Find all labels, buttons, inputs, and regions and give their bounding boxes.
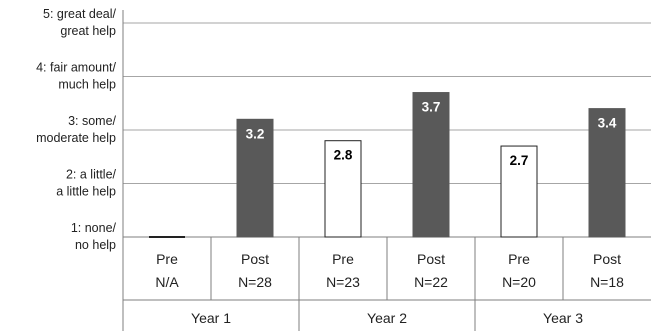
y-tick-label: much help <box>58 78 116 92</box>
data-label: 3.4 <box>598 116 617 131</box>
y-tick-label: great help <box>60 24 116 38</box>
x-tick-n-label: N/A <box>155 274 179 290</box>
x-tick-n-label: N=18 <box>590 274 624 290</box>
bar-post <box>412 92 450 238</box>
bar-post <box>236 118 274 238</box>
y-tick-label: 1: none/ <box>71 221 117 235</box>
x-tick-label: Pre <box>156 251 178 267</box>
group-label: Year 1 <box>191 310 231 326</box>
data-label: 3.7 <box>422 100 441 115</box>
y-tick-label: no help <box>75 238 116 252</box>
x-tick-n-label: N=20 <box>502 274 536 290</box>
x-tick-label: Post <box>241 251 269 267</box>
x-tick-label: Pre <box>508 251 530 267</box>
x-tick-n-label: N=28 <box>238 274 272 290</box>
bar-pre <box>324 140 362 238</box>
y-tick-label: 3: some/ <box>68 114 116 128</box>
y-tick-label: moderate help <box>36 131 116 145</box>
x-tick-label: Post <box>417 251 445 267</box>
data-label: 3.2 <box>246 126 265 141</box>
group-label: Year 3 <box>543 310 583 326</box>
x-tick-n-label: N=22 <box>414 274 448 290</box>
x-tick-n-label: N=23 <box>326 274 360 290</box>
bar-pre <box>500 145 538 238</box>
y-tick-label: 5: great deal/ <box>43 7 116 21</box>
bar-post <box>588 108 626 238</box>
data-label: 2.8 <box>334 148 353 163</box>
y-tick-label: a little help <box>56 185 116 199</box>
group-label: Year 2 <box>367 310 407 326</box>
x-tick-label: Post <box>593 251 621 267</box>
y-tick-label: 4: fair amount/ <box>36 61 116 75</box>
data-label: 2.7 <box>510 153 529 168</box>
y-tick-label: 2: a little/ <box>66 168 117 182</box>
x-tick-label: Pre <box>332 251 354 267</box>
